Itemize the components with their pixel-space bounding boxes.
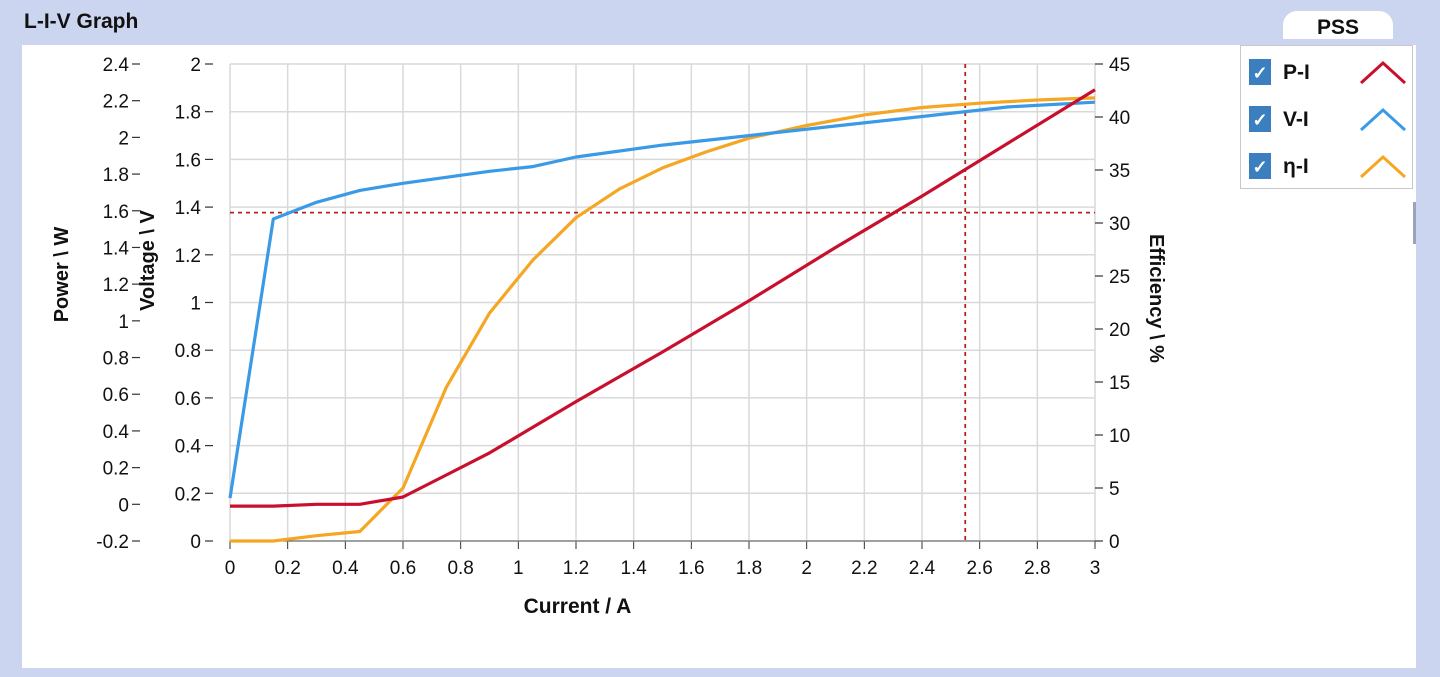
legend-item-p-i[interactable]: ✓ P-I <box>1249 55 1409 91</box>
legend-swatch-eta-i <box>1359 154 1407 179</box>
series-line-v-i <box>228 100 1096 499</box>
power-tick-label: 2 <box>118 128 129 149</box>
x-tick-label: 0.2 <box>274 558 300 579</box>
voltage-tick-label: 0.4 <box>175 437 202 458</box>
plot-area: 0 0.2 0.4 0.6 0.8 1 1.2 1.4 1.6 1.8 2 2.2 2.4 2.6 2.8 3… <box>22 45 1416 668</box>
power-tick-label: 1.4 <box>103 238 130 259</box>
legend-swatch-p-i <box>1359 60 1407 85</box>
efficiency-tick-label: 45 <box>1109 55 1130 76</box>
x-tick-label: 1 <box>513 558 524 579</box>
checkbox-v-i[interactable]: ✓ <box>1249 106 1271 132</box>
checkbox-eta-i[interactable]: ✓ <box>1249 153 1271 179</box>
x-tick-label: 2.2 <box>851 558 877 579</box>
efficiency-tick-label: 0 <box>1109 532 1120 553</box>
power-tick-label: -0.2 <box>96 532 129 553</box>
voltage-tick-label: 1.8 <box>175 103 201 124</box>
efficiency-tick-label: 35 <box>1109 161 1130 182</box>
legend-item-v-i[interactable]: ✓ V-I <box>1249 102 1409 138</box>
efficiency-tick-label: 40 <box>1109 108 1130 129</box>
x-tick-label: 2.6 <box>966 558 992 579</box>
voltage-axis-title: Voltage \ V <box>137 209 159 310</box>
efficiency-axis-title: Efficiency \ % <box>1145 234 1167 363</box>
legend-label-eta-i: η-I <box>1283 155 1309 178</box>
voltage-tick-label: 0.6 <box>175 389 201 410</box>
x-tick-label: 1.4 <box>620 558 647 579</box>
scrollbar[interactable] <box>1413 202 1416 244</box>
voltage-tick-label: 0 <box>190 532 201 553</box>
series-line-p-i <box>230 88 1096 508</box>
power-tick-label: 0.2 <box>103 459 129 480</box>
x-tick-label: 2 <box>801 558 812 579</box>
power-tick-label: 2.2 <box>103 92 129 113</box>
panel-title: L-I-V Graph <box>24 10 139 33</box>
power-tick-label: 0.8 <box>103 349 129 370</box>
x-tick-label: 0 <box>225 558 236 579</box>
x-tick-label: 1.6 <box>678 558 704 579</box>
voltage-tick-label: 1.4 <box>175 198 202 219</box>
voltage-tick-label: 0.2 <box>175 484 201 505</box>
x-tick-label: 0.4 <box>332 558 359 579</box>
voltage-tick-label: 2 <box>190 55 201 76</box>
efficiency-tick-label: 20 <box>1109 320 1130 341</box>
x-tick-label: 1.2 <box>563 558 589 579</box>
x-tick-label: 2.4 <box>909 558 936 579</box>
legend-label-p-i: P-I <box>1283 61 1310 84</box>
power-tick-label: 1.6 <box>103 202 129 223</box>
power-axis-title: Power \ W <box>51 227 73 323</box>
efficiency-tick-label: 15 <box>1109 373 1130 394</box>
series-line-eta-i <box>230 96 1096 543</box>
power-tick-label: 1 <box>118 312 129 333</box>
x-tick-label: 0.6 <box>390 558 416 579</box>
legend-swatch-v-i <box>1359 107 1407 132</box>
efficiency-tick-label: 5 <box>1109 479 1120 500</box>
power-tick-label: 2.4 <box>103 55 130 76</box>
efficiency-tick-label: 25 <box>1109 267 1130 288</box>
efficiency-tick-label: 30 <box>1109 214 1130 235</box>
checkbox-p-i[interactable]: ✓ <box>1249 59 1271 85</box>
x-tick-label: 1.8 <box>736 558 762 579</box>
pss-tab[interactable]: PSS <box>1283 11 1393 39</box>
power-tick-label: 0.4 <box>103 422 130 443</box>
legend: ✓ P-I ✓ V-I ✓ η-I <box>1240 45 1413 189</box>
voltage-tick-label: 0.8 <box>175 341 201 362</box>
voltage-tick-label: 1.2 <box>175 246 201 267</box>
power-tick-label: 1.2 <box>103 275 129 296</box>
power-tick-label: 0 <box>118 495 129 516</box>
x-tick-label: 0.8 <box>447 558 473 579</box>
legend-label-v-i: V-I <box>1283 108 1309 131</box>
x-tick-label: 3 <box>1090 558 1101 579</box>
power-tick-label: 1.8 <box>103 165 129 186</box>
voltage-tick-label: 1 <box>190 294 201 315</box>
x-axis-title: Current / A <box>524 595 632 618</box>
liv-chart: 0 0.2 0.4 0.6 0.8 1 1.2 1.4 1.6 1.8 2 2.2 2.4 2.6 2.8 3… <box>51 55 1167 618</box>
x-tick-label: 2.8 <box>1024 558 1050 579</box>
legend-item-eta-i[interactable]: ✓ η-I <box>1249 149 1409 185</box>
efficiency-tick-label: 10 <box>1109 426 1130 447</box>
voltage-tick-label: 1.6 <box>175 150 201 171</box>
power-tick-label: 0.6 <box>103 385 129 406</box>
